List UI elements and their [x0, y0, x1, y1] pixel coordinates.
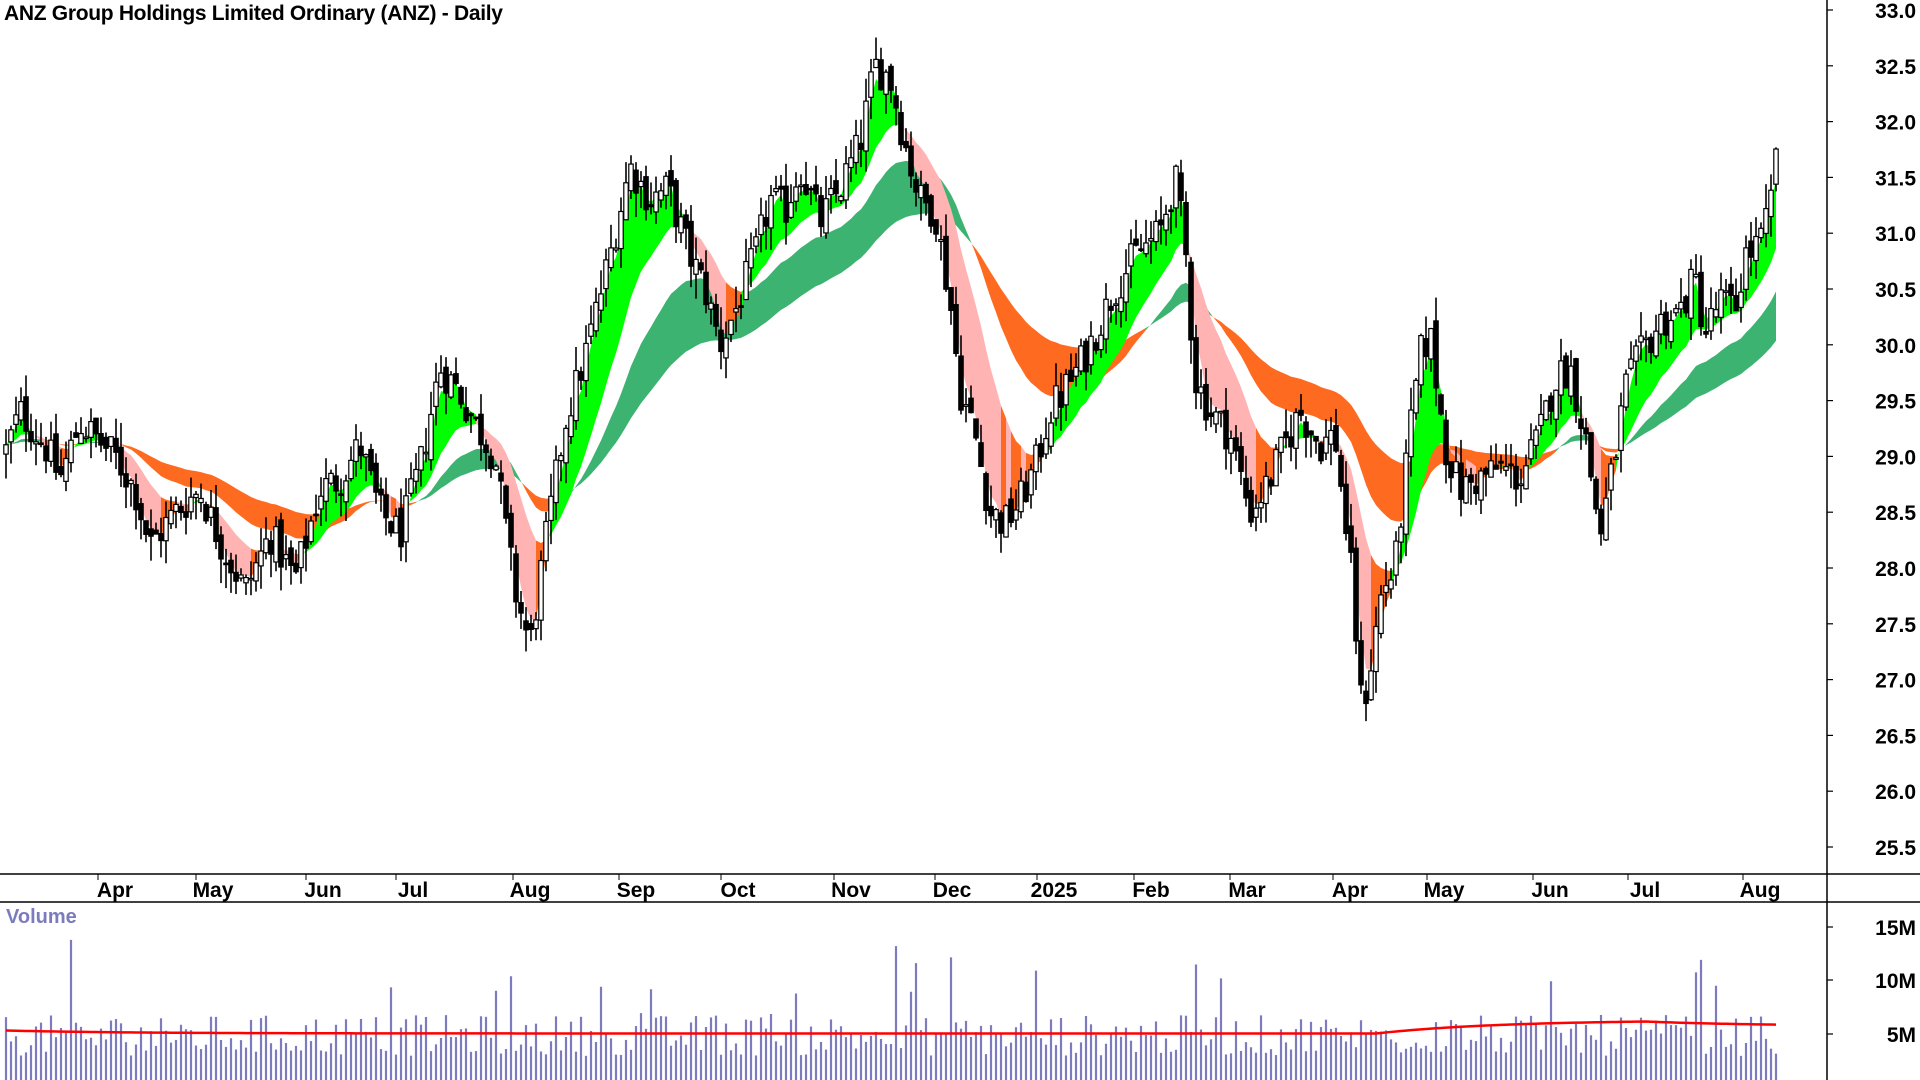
x-axis-month-label: Jul	[1630, 879, 1660, 902]
y-axis-tick-label: 28.5	[1875, 502, 1916, 525]
volume-bars	[4, 939, 1778, 1080]
x-axis-month-label: Dec	[933, 879, 972, 902]
x-axis-month-label: Sep	[617, 879, 656, 902]
x-axis-month-label: May	[1424, 879, 1465, 902]
y-axis-tick-label: 29.0	[1875, 446, 1916, 469]
y-axis-tick-label: 25.5	[1875, 837, 1916, 860]
y-axis-tick-label: 30.0	[1875, 335, 1916, 358]
candlesticks	[3, 37, 1779, 722]
x-axis-month-label: Apr	[97, 879, 133, 902]
x-axis-month-label: Nov	[831, 879, 871, 902]
x-axis-month-label: Jun	[1531, 879, 1568, 902]
y-axis-tick-label: 26.5	[1875, 725, 1916, 748]
x-axis-month-label: Aug	[1740, 879, 1781, 902]
y-axis-tick-label: 28.0	[1875, 558, 1916, 581]
volume-panel-label: Volume	[6, 906, 77, 928]
x-axis-month-label: Oct	[720, 879, 755, 902]
y-axis-tick-label: 27.5	[1875, 614, 1916, 637]
y-axis-tick-label: 31.0	[1875, 223, 1916, 246]
volume-axis-tick-label: 10M	[1875, 970, 1916, 993]
volume-axis-tick-label: 15M	[1875, 917, 1916, 940]
y-axis-tick-label: 29.5	[1875, 391, 1916, 414]
x-axis-month-label: Feb	[1132, 879, 1169, 902]
x-axis-month-label: Aug	[510, 879, 551, 902]
mma-ribbons	[6, 78, 1776, 670]
x-axis-month-label: Mar	[1228, 879, 1265, 902]
x-axis-month-label: Jul	[398, 879, 428, 902]
y-axis-tick-label: 27.0	[1875, 670, 1916, 693]
chart-title: ANZ Group Holdings Limited Ordinary (ANZ…	[4, 2, 503, 25]
x-axis-month-label: May	[193, 879, 234, 902]
y-axis-tick-label: 31.5	[1875, 167, 1916, 190]
y-axis-tick-label: 30.5	[1875, 279, 1916, 302]
x-axis-month-label: Jun	[304, 879, 341, 902]
x-axis-month-label: 2025	[1031, 879, 1078, 902]
volume-axis-tick-label: 5M	[1887, 1024, 1916, 1047]
y-axis-tick-label: 32.5	[1875, 56, 1916, 79]
y-axis-tick-label: 33.0	[1875, 0, 1916, 23]
x-axis-month-label: Apr	[1332, 879, 1368, 902]
y-axis-tick-label: 26.0	[1875, 781, 1916, 804]
y-axis-tick-label: 32.0	[1875, 112, 1916, 135]
